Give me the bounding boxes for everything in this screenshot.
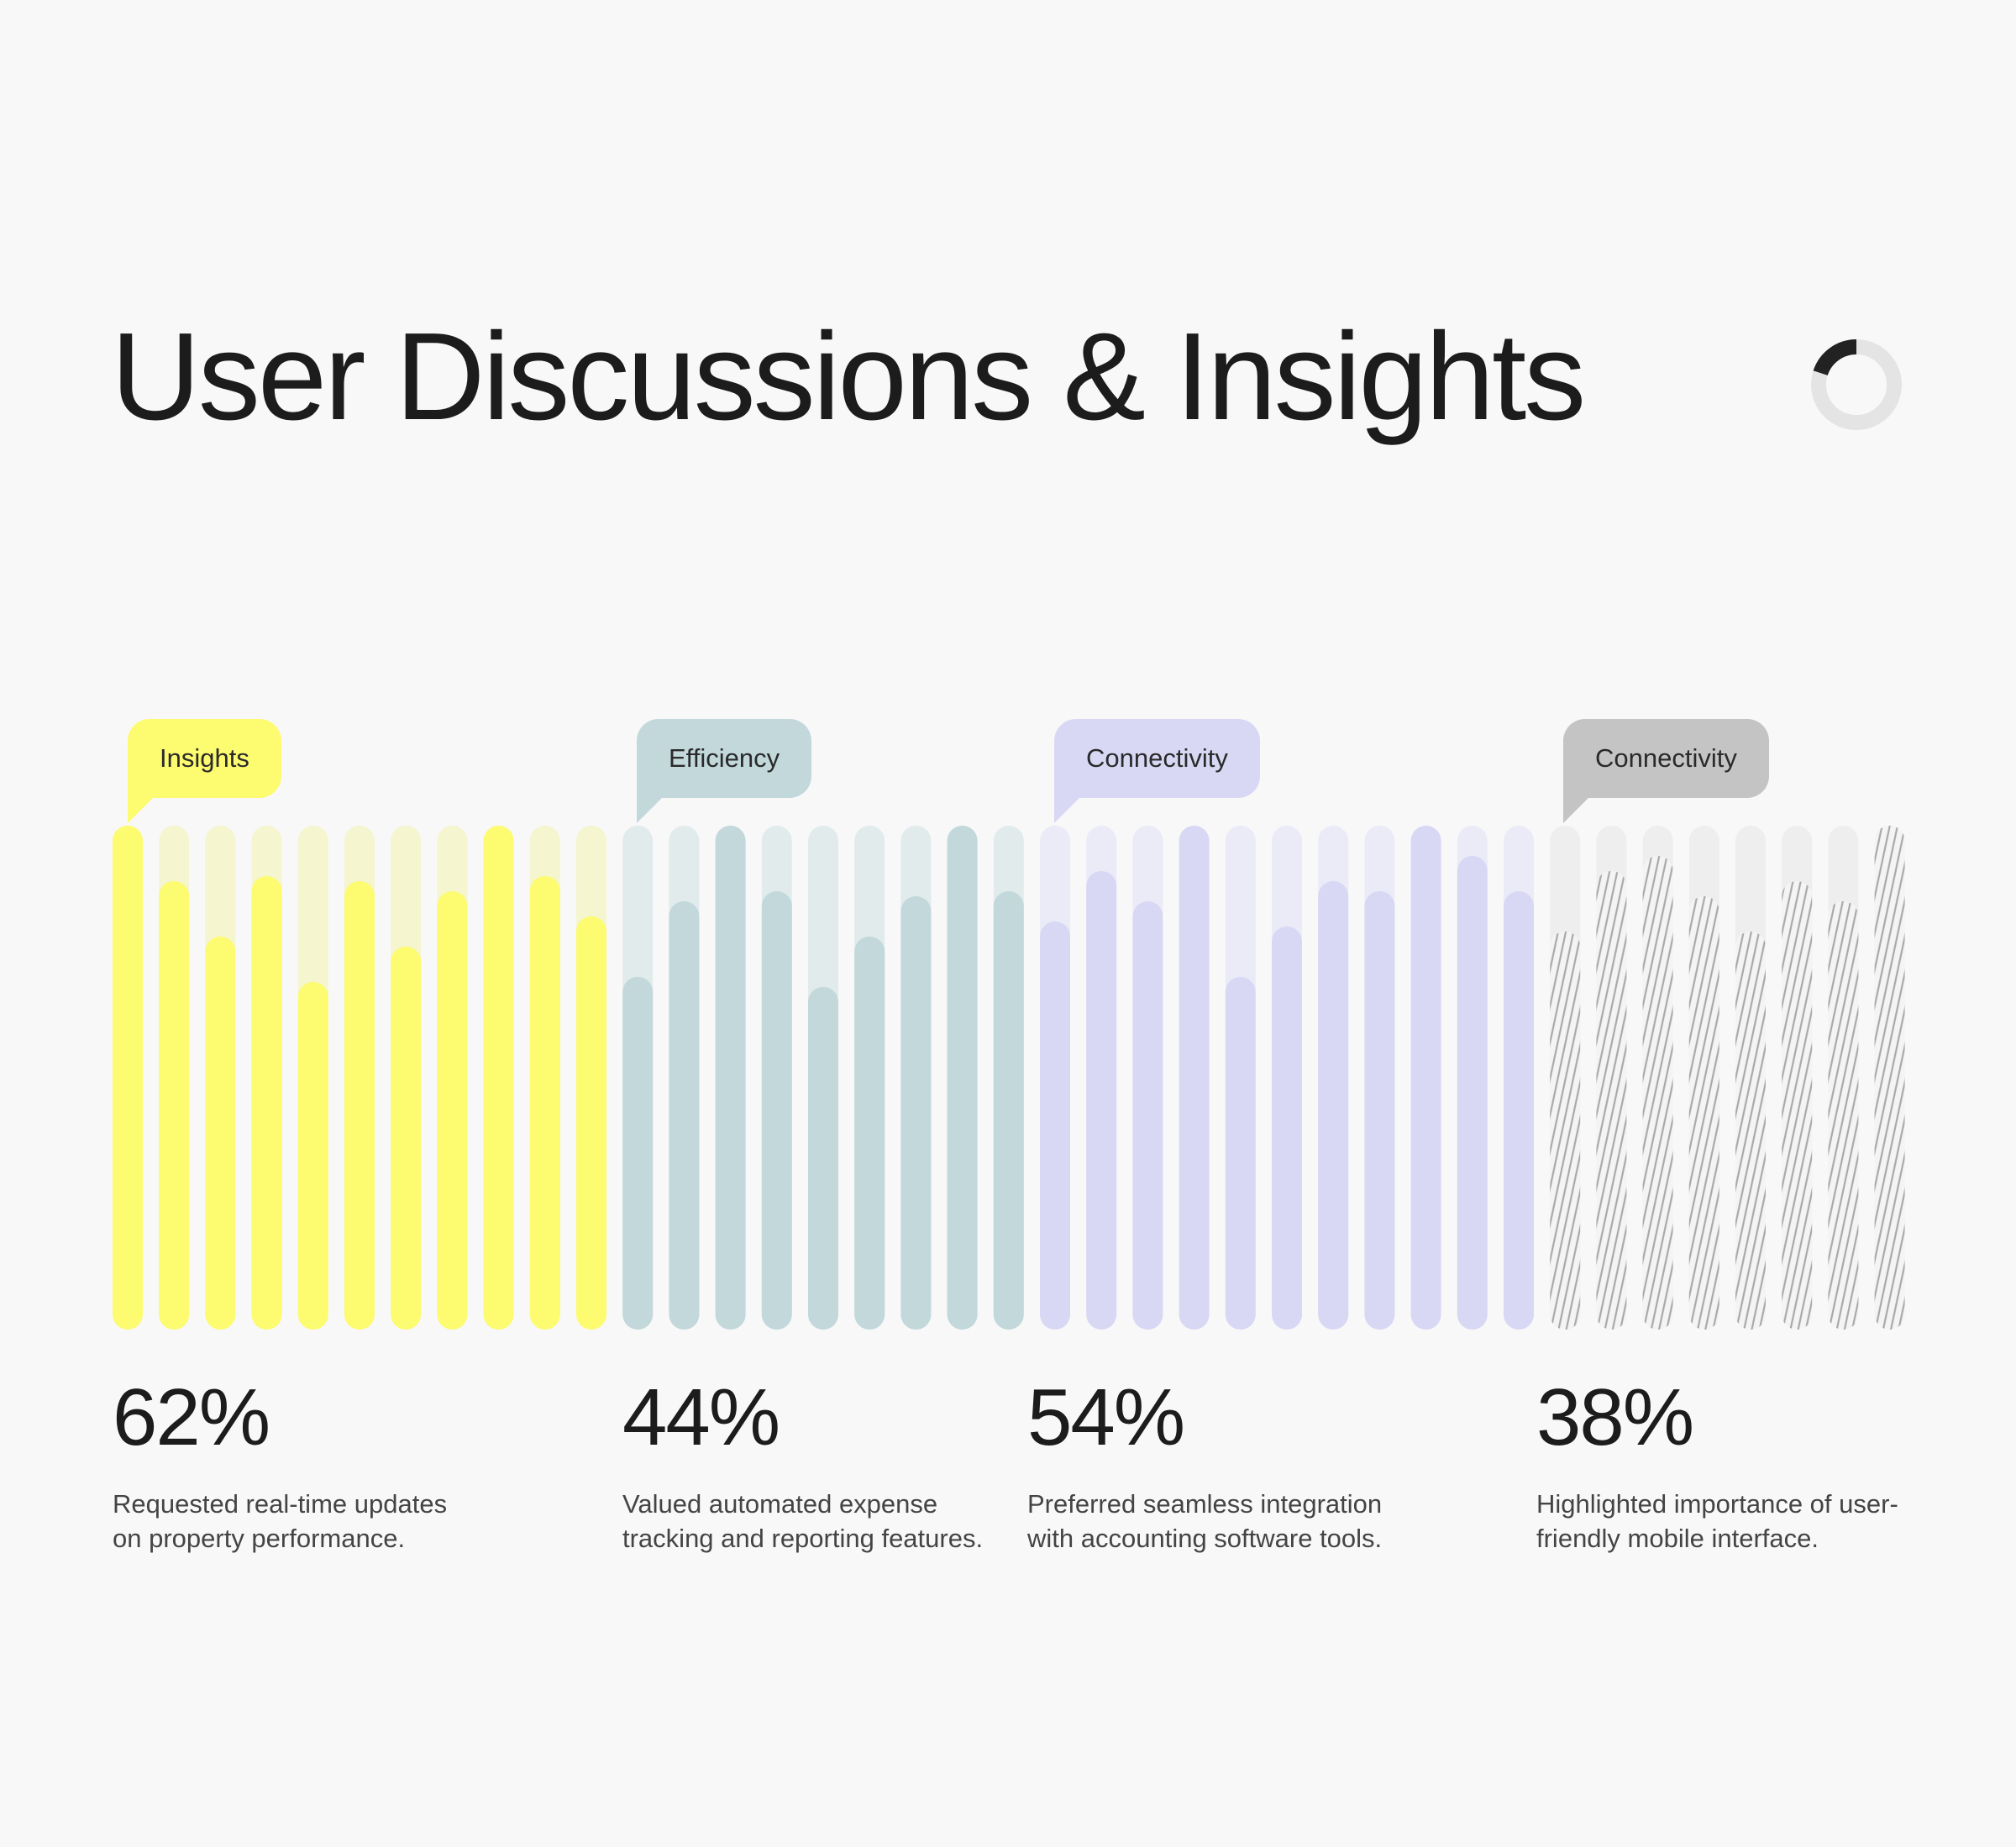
bar	[854, 937, 885, 1330]
bar	[1086, 871, 1117, 1330]
bar	[1828, 901, 1859, 1330]
bar	[761, 891, 792, 1330]
bar	[1364, 891, 1395, 1330]
bar	[391, 947, 422, 1330]
bar	[205, 937, 236, 1330]
bar	[1040, 921, 1070, 1330]
stat-description: Preferred seamless integration with acco…	[1027, 1487, 1414, 1556]
stat-insights: 62% Requested real-time updates on prope…	[113, 1377, 499, 1556]
bar	[1642, 856, 1673, 1330]
stat-description-line: on property performance.	[113, 1524, 406, 1553]
tag-connectivity: Connectivity	[1054, 719, 1260, 823]
bar	[1504, 891, 1534, 1330]
bar	[715, 826, 746, 1330]
bar-group-2	[622, 826, 1024, 1330]
stat-description: Valued automated expense tracking and re…	[622, 1487, 1009, 1556]
bar	[947, 826, 978, 1330]
bar	[251, 876, 282, 1330]
bar	[1410, 826, 1441, 1330]
bar	[1272, 926, 1302, 1330]
stat-description-line: Valued automated expense	[622, 1489, 938, 1519]
bar	[1225, 977, 1256, 1330]
stat-description-line: with accounting software tools.	[1027, 1524, 1383, 1553]
bar-group-3	[1040, 826, 1534, 1330]
tag-insights: Insights	[128, 719, 281, 823]
stat-description: Highlighted importance of user- friendly…	[1536, 1487, 1923, 1556]
bar	[669, 901, 700, 1330]
tag-connectivity-label: Connectivity	[1086, 743, 1228, 773]
tag-insights-label: Insights	[160, 743, 249, 773]
stat-percentage: 62%	[113, 1372, 270, 1462]
bar	[1735, 931, 1766, 1330]
bar-group-4	[1550, 826, 1905, 1330]
bar	[437, 891, 468, 1330]
tag-connectivity-mobile: Connectivity	[1563, 719, 1769, 823]
stat-description-line: Highlighted importance of user-	[1536, 1489, 1898, 1519]
bar-group-1	[113, 826, 606, 1330]
stat-connectivity-mobile: 38% Highlighted importance of user- frie…	[1536, 1377, 1923, 1556]
bar	[1782, 881, 1813, 1330]
bar	[1596, 871, 1627, 1330]
stat-percentage: 44%	[622, 1372, 780, 1462]
bar	[808, 987, 838, 1330]
bar	[1318, 881, 1349, 1330]
bar	[622, 977, 654, 1330]
bar	[993, 891, 1024, 1330]
stat-percentage: 54%	[1027, 1372, 1185, 1462]
stat-description-line: Preferred seamless integration	[1027, 1489, 1383, 1519]
bar	[159, 881, 190, 1330]
bar	[1179, 826, 1210, 1330]
bar	[1457, 856, 1488, 1330]
bar	[576, 916, 606, 1330]
bar	[113, 826, 143, 1330]
bar	[1874, 826, 1905, 1330]
bar	[529, 876, 560, 1330]
stat-description: Requested real-time updates on property …	[113, 1487, 499, 1556]
bar	[1688, 896, 1719, 1330]
stat-description-line: Requested real-time updates	[113, 1489, 448, 1519]
bar	[483, 826, 514, 1330]
stat-description-line: friendly mobile interface.	[1536, 1524, 1819, 1553]
bar	[344, 881, 375, 1330]
stat-description-line: tracking and reporting features.	[622, 1524, 984, 1553]
spinner-arc	[1813, 339, 1857, 376]
loading-spinner-icon	[1811, 339, 1902, 430]
bar	[1550, 931, 1581, 1330]
bar	[1132, 901, 1163, 1330]
stat-connectivity: 54% Preferred seamless integration with …	[1027, 1377, 1414, 1556]
page-title: User Discussions & Insights	[111, 307, 1586, 446]
tag-connectivity-mobile-label: Connectivity	[1595, 743, 1737, 773]
bar	[900, 896, 932, 1330]
tag-efficiency: Efficiency	[637, 719, 812, 823]
tag-efficiency-label: Efficiency	[669, 743, 780, 773]
bar	[297, 982, 328, 1330]
stat-efficiency: 44% Valued automated expense tracking an…	[622, 1377, 1009, 1556]
stat-percentage: 38%	[1536, 1372, 1694, 1462]
